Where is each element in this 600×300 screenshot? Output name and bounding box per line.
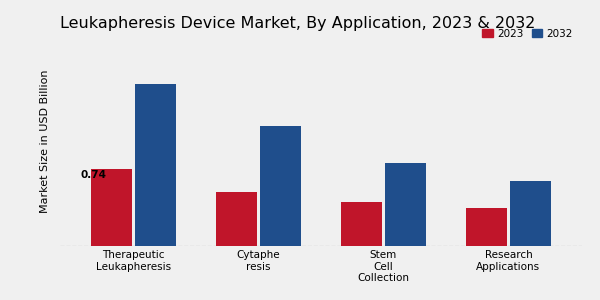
Text: Leukapheresis Device Market, By Application, 2023 & 2032: Leukapheresis Device Market, By Applicat… (60, 16, 535, 31)
Bar (91, 169, 132, 246)
Text: 0.74: 0.74 (80, 170, 107, 180)
Bar (385, 163, 426, 246)
Bar (510, 182, 551, 246)
Bar (341, 202, 382, 246)
Bar (216, 192, 257, 246)
Legend: 2023, 2032: 2023, 2032 (478, 24, 577, 43)
Bar (466, 208, 507, 246)
Bar (135, 85, 176, 246)
Y-axis label: Market Size in USD Billion: Market Size in USD Billion (40, 69, 50, 213)
Bar (260, 126, 301, 246)
